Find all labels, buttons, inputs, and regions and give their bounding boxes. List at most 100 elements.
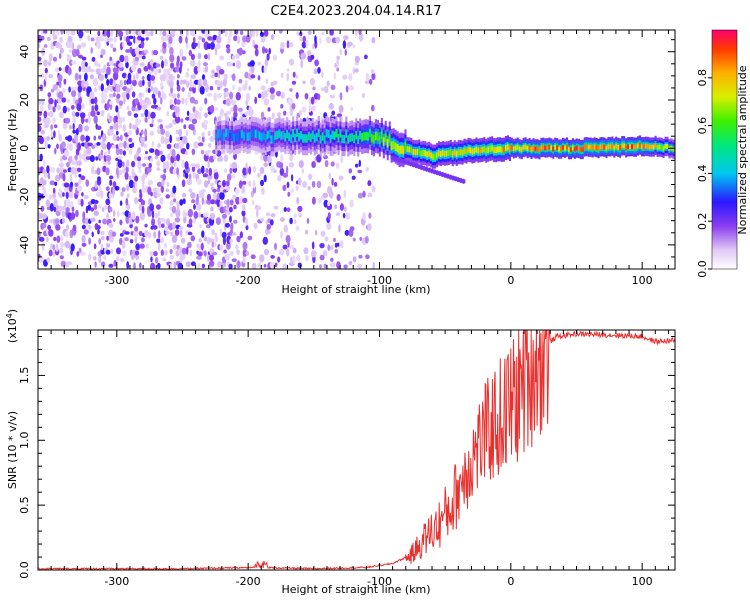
spectrogram-noise-cell [43,186,47,195]
spectrogram-noise-cell [66,135,73,142]
spectrogram-ridge-cell [264,134,267,143]
spectrogram-noise-cell [200,150,205,155]
spectrogram-ridge-cell [473,147,476,154]
spectrogram-noise-cell [282,263,288,269]
spectrogram-noise-cell [71,42,75,50]
spectrogram-noise-cell [255,30,259,38]
spectrogram-noise-cell [134,124,138,131]
spectrogram-noise-cell [188,87,193,92]
spectrogram-noise-cell [155,63,161,68]
spectrogram-ridge-cell [246,132,249,142]
spectrogram-ridge-cell [465,148,468,155]
spectrogram-noise-cell [169,255,175,260]
spectrogram-noise-cell [193,66,199,75]
spectrogram-noise-cell [314,229,318,236]
spectrogram-noise-cell [209,42,215,50]
spectrogram-noise-cell [131,168,135,176]
spectrogram-noise-cell [197,35,203,40]
spectrogram-noise-cell [188,49,192,57]
y-tick-label: 1.0 [18,432,31,450]
spectrogram-noise-cell [62,88,66,93]
spectrogram-noise-cell [131,142,135,148]
spectrogram-noise-cell [58,67,62,71]
spectrogram-noise-cell [230,107,235,112]
spectrogram-noise-cell [339,92,343,101]
spectrogram-noise-cell [355,30,358,37]
spectrogram-noise-cell [147,111,151,120]
spectrogram-noise-cell [285,234,291,244]
spectrogram-noise-cell [48,98,54,105]
spectrogram-noise-cell [112,47,117,52]
spectrogram-ridge-cell [508,146,511,152]
spectrogram-ridge-cell [329,134,332,144]
spectrogram-noise-cell [137,147,141,154]
spectrogram-ridge-cell [288,132,291,141]
spectrogram-noise-cell [289,88,293,92]
spectrogram-noise-cell [147,88,151,93]
spectrogram-noise-cell [157,90,161,98]
x-tick-label: 100 [632,274,653,287]
spectrogram-noise-cell [244,79,248,88]
x-tick-label: -200 [236,274,261,287]
spectrogram-noise-cell [217,72,221,79]
spectrogram-ridge-cell [499,146,502,153]
spectrogram-noise-cell [83,194,89,200]
spectrogram-noise-cell [251,199,255,206]
spectrogram-noise-cell [323,263,327,269]
spectrogram-noise-cell [90,37,95,42]
spectrogram-noise-cell [181,97,185,105]
spectrogram-noise-cell [83,229,89,235]
spectrogram-noise-cell [150,111,156,119]
spectrogram-noise-cell [143,143,147,148]
spectrogram-noise-cell [290,174,294,182]
spectrogram-noise-cell [62,205,66,211]
spectrogram-noise-cell [48,249,53,257]
spectrogram-noise-cell [103,205,108,210]
spectrogram-noise-cell [145,36,149,41]
spectrogram-noise-cell [96,142,101,146]
spectrogram-ridge-cell [589,144,592,150]
spectrogram-noise-cell [317,67,321,74]
spectrogram-noise-cell [41,213,47,220]
spectrogram-ridge-cell [280,131,283,140]
spectrogram-noise-cell [165,230,170,235]
spectrogram-noise-cell [49,180,55,186]
spectrogram-ridge-cell [646,144,649,149]
spectrogram-noise-cell [97,176,101,181]
spectrogram-noise-cell [238,47,244,56]
spectrogram-noise-cell [163,226,169,232]
spectrogram-noise-cell [104,151,108,156]
spectrogram-noise-cell [107,149,111,155]
spectrogram-noise-cell [176,153,181,162]
spectrogram-noise-cell [310,105,316,112]
spectrogram-noise-cell [130,85,133,91]
spectrogram-ridge-cell [266,130,269,140]
spectrogram-noise-cell [295,74,299,79]
spectrogram-noise-cell [207,159,210,168]
spectrogram-ridge-cell [227,129,230,138]
spectrogram-ridge-cell [566,144,569,150]
spectrogram-noise-cell [248,180,252,187]
spectrogram-noise-cell [152,225,158,230]
spectrogram-ridge-cell [284,133,287,142]
spectrogram-ridge-cell [449,149,452,155]
spectrogram-noise-cell [151,218,156,227]
spectrogram-noise-cell [81,103,85,110]
spectrogram-noise-cell [128,211,131,218]
spectrogram-ridge-cell [398,146,401,155]
spectrogram-noise-cell [326,222,332,230]
spectrogram-noise-cell [214,107,219,111]
spectrogram-noise-cell [106,243,111,248]
spectrogram-noise-cell [139,211,146,221]
spectrogram-noise-cell [60,260,66,267]
spectrogram-ridge-cell [424,150,427,157]
spectrogram-noise-cell [242,241,248,250]
spectrogram-noise-cell [176,55,180,64]
spectrogram-noise-cell [178,128,183,137]
spectrogram-noise-cell [287,191,291,197]
spectrogram-noise-cell [88,97,92,106]
spectrogram-ridge-cell [292,129,295,138]
spectrogram-noise-cell [169,54,175,63]
spectrogram-noise-cell [67,67,72,76]
spectrogram-noise-cell [157,262,161,269]
